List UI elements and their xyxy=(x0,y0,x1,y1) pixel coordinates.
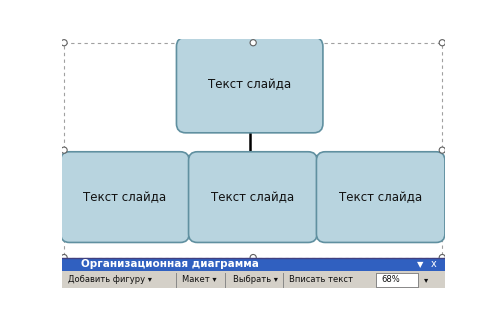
Text: Текст слайда: Текст слайда xyxy=(208,79,291,92)
Text: Текст слайда: Текст слайда xyxy=(83,191,166,203)
FancyBboxPatch shape xyxy=(189,152,317,242)
Circle shape xyxy=(250,40,256,46)
FancyBboxPatch shape xyxy=(317,152,445,242)
Circle shape xyxy=(250,254,256,260)
Circle shape xyxy=(61,147,67,153)
Circle shape xyxy=(439,40,446,46)
Text: Текст слайда: Текст слайда xyxy=(339,191,422,203)
FancyBboxPatch shape xyxy=(375,273,418,287)
Text: Текст слайда: Текст слайда xyxy=(211,191,294,203)
Circle shape xyxy=(61,40,67,46)
FancyBboxPatch shape xyxy=(64,43,442,258)
Circle shape xyxy=(439,254,446,260)
FancyBboxPatch shape xyxy=(62,272,445,288)
Text: Выбрать ▾: Выбрать ▾ xyxy=(233,275,278,284)
Text: ▾: ▾ xyxy=(424,275,429,284)
Circle shape xyxy=(439,147,446,153)
Text: Организационная диаграмма: Организационная диаграмма xyxy=(81,260,259,270)
Text: 68%: 68% xyxy=(382,275,401,284)
FancyBboxPatch shape xyxy=(62,258,445,272)
FancyBboxPatch shape xyxy=(61,152,189,242)
FancyBboxPatch shape xyxy=(176,37,323,133)
Text: Вписать текст: Вписать текст xyxy=(289,275,353,284)
Text: ▼: ▼ xyxy=(417,260,424,269)
Circle shape xyxy=(61,254,67,260)
Text: x: x xyxy=(431,260,437,270)
Text: Добавить фигуру ▾: Добавить фигуру ▾ xyxy=(68,275,152,284)
Text: Макет ▾: Макет ▾ xyxy=(182,275,216,284)
